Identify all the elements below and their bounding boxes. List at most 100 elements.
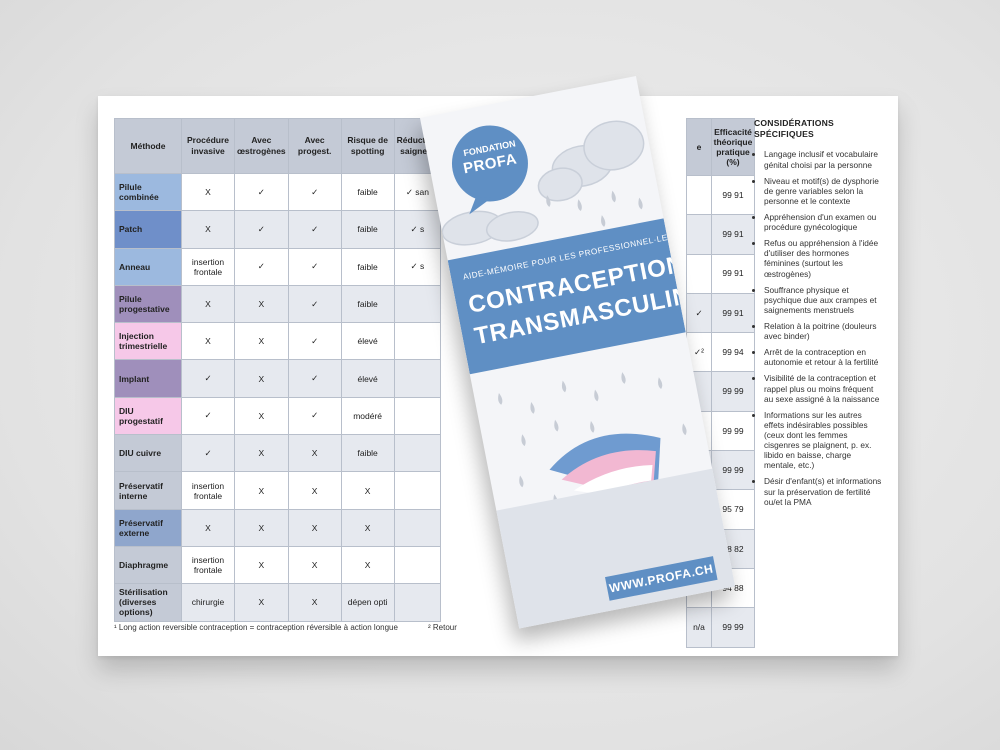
table-cell: ✓ bbox=[287, 359, 342, 398]
table-cell: 99 99 bbox=[711, 450, 755, 491]
header-method: Méthode bbox=[114, 118, 182, 174]
table-cell: faible bbox=[340, 172, 395, 212]
table-cell: 99 99 bbox=[711, 607, 755, 648]
table-cell: X bbox=[340, 545, 395, 585]
table-cell: ✓ bbox=[181, 359, 235, 398]
brochure-cover: FONDATION PROFA AIDE-MÉMOIRE POUR LES PR… bbox=[420, 76, 736, 629]
table-cell bbox=[393, 434, 442, 473]
table-cell: X bbox=[234, 322, 289, 361]
table-cell: X bbox=[234, 284, 289, 324]
header-partial: e bbox=[686, 118, 712, 176]
list-item: Langage inclusif et vocabulaire génital … bbox=[764, 149, 884, 169]
table-cell: X bbox=[234, 583, 289, 622]
table-cell: X bbox=[287, 508, 342, 547]
table-cell: dépen opti bbox=[340, 583, 395, 622]
list-item: Souffrance physique et psychique due aux… bbox=[764, 285, 884, 315]
table-cell: n/a bbox=[686, 607, 712, 648]
header-efficacy: Efficacité théorique pratique (%) bbox=[711, 118, 755, 176]
table-cell: insertion frontale bbox=[181, 545, 235, 585]
method-cell: Anneau bbox=[114, 247, 182, 286]
table-cell: X bbox=[181, 210, 235, 249]
table-cell bbox=[393, 508, 442, 547]
table-cell: X bbox=[181, 508, 235, 547]
table-cell: ✓ bbox=[234, 172, 289, 212]
list-item: Informations sur les autres effets indés… bbox=[764, 410, 884, 471]
table-cell: ✓ bbox=[686, 292, 712, 334]
table-cell bbox=[686, 214, 712, 255]
table-row: 99 91 bbox=[686, 253, 755, 294]
header-invasive: Procédure invasive bbox=[181, 118, 235, 174]
list-item: Visibilité de la contraception et rappel… bbox=[764, 373, 884, 403]
table-cell: 99 91 bbox=[711, 253, 755, 294]
table-cell bbox=[393, 322, 442, 361]
table-cell bbox=[393, 471, 442, 510]
table-cell bbox=[393, 583, 442, 622]
table-row: 99 91 bbox=[686, 174, 755, 216]
table-cell: chirurgie bbox=[181, 583, 235, 622]
table-row: ✓ 99 91 bbox=[686, 292, 755, 334]
method-cell: DIU cuivre bbox=[114, 434, 182, 473]
header-estrogen: Avec œstrogènes bbox=[234, 118, 289, 174]
table-cell: ✓ bbox=[234, 210, 289, 249]
table-cell: ✓ bbox=[181, 396, 235, 436]
table-cell: X bbox=[340, 471, 395, 510]
method-cell: DIU progestatif bbox=[114, 396, 182, 436]
table-cell bbox=[393, 359, 442, 398]
table-cell: X bbox=[340, 508, 395, 547]
table-cell: ✓ bbox=[287, 247, 342, 286]
list-item: Arrêt de la contraception en autonomie e… bbox=[764, 347, 884, 367]
table-cell: X bbox=[181, 284, 235, 324]
table-cell: insertion frontale bbox=[181, 247, 235, 286]
method-cell: Pilule progestative bbox=[114, 284, 182, 324]
list-item: Désir d'enfant(s) et informations sur la… bbox=[764, 476, 884, 506]
table-cell bbox=[686, 253, 712, 294]
header-progest: Avec progest. bbox=[287, 118, 342, 174]
table-cell: 99 91 bbox=[711, 214, 755, 255]
table-row: 99 91 bbox=[686, 214, 755, 255]
table-cell: X bbox=[181, 172, 235, 212]
table-cell: élevé bbox=[340, 322, 395, 361]
table-cell: ✓ s bbox=[393, 247, 442, 286]
considerations-title: CONSIDÉRATIONS SPÉCIFIQUES bbox=[754, 118, 834, 139]
table-row: Pilule progestative X X ✓ faible bbox=[114, 284, 442, 324]
table-cell: X bbox=[234, 434, 289, 473]
table-cell: faible bbox=[340, 434, 395, 473]
method-cell: Pilule combinée bbox=[114, 172, 182, 212]
table-cell: faible bbox=[340, 284, 395, 324]
table-cell bbox=[393, 284, 442, 324]
table-row: Patch X ✓ ✓ faible ✓ s bbox=[114, 210, 442, 249]
method-cell: Diaphragme bbox=[114, 545, 182, 585]
table-cell: X bbox=[181, 322, 235, 361]
method-cell: Préservatif interne bbox=[114, 471, 182, 510]
table-cell bbox=[393, 545, 442, 585]
table-row: Préservatif interne insertion frontale X… bbox=[114, 471, 442, 510]
table-header-row: e Efficacité théorique pratique (%) bbox=[686, 118, 755, 176]
method-cell: Patch bbox=[114, 210, 182, 249]
table-cell bbox=[393, 396, 442, 436]
table-cell: 99 99 bbox=[711, 371, 755, 412]
cloud-icon bbox=[441, 120, 645, 246]
table-row: ✓² 99 94 bbox=[686, 332, 755, 373]
table-cell: X bbox=[287, 471, 342, 510]
table-row: Implant ✓ X ✓ élevé bbox=[114, 359, 442, 398]
raindrops bbox=[498, 190, 687, 563]
table-cell: modéré bbox=[340, 396, 395, 436]
table-cell: ✓ bbox=[287, 396, 342, 436]
list-item: Niveau et motif(s) de dysphorie de genre… bbox=[764, 176, 884, 206]
table-cell: X bbox=[234, 508, 289, 547]
header-spotting: Risque de spotting bbox=[340, 118, 395, 174]
table-cell: X bbox=[287, 583, 342, 622]
method-cell: Stérilisation (diverses options) bbox=[114, 583, 182, 622]
profa-logo bbox=[451, 125, 528, 215]
table-cell: X bbox=[287, 434, 342, 473]
considerations-list: Langage inclusif et vocabulaire génital … bbox=[754, 149, 884, 506]
table-cell: ✓ bbox=[234, 247, 289, 286]
list-item: Appréhension d'un examen ou procédure gy… bbox=[764, 212, 884, 232]
contraception-table: Méthode Procédure invasive Avec œstrogèn… bbox=[114, 118, 442, 622]
footnote-2: ² Retour bbox=[428, 623, 457, 632]
table-cell: faible bbox=[340, 247, 395, 286]
table-cell: 99 99 bbox=[711, 410, 755, 452]
table-cell: ✓ s bbox=[393, 210, 442, 249]
list-item: Refus ou appréhension à l'idée d'utilise… bbox=[764, 238, 884, 278]
table-row: Stérilisation (diverses options) chirurg… bbox=[114, 583, 442, 622]
